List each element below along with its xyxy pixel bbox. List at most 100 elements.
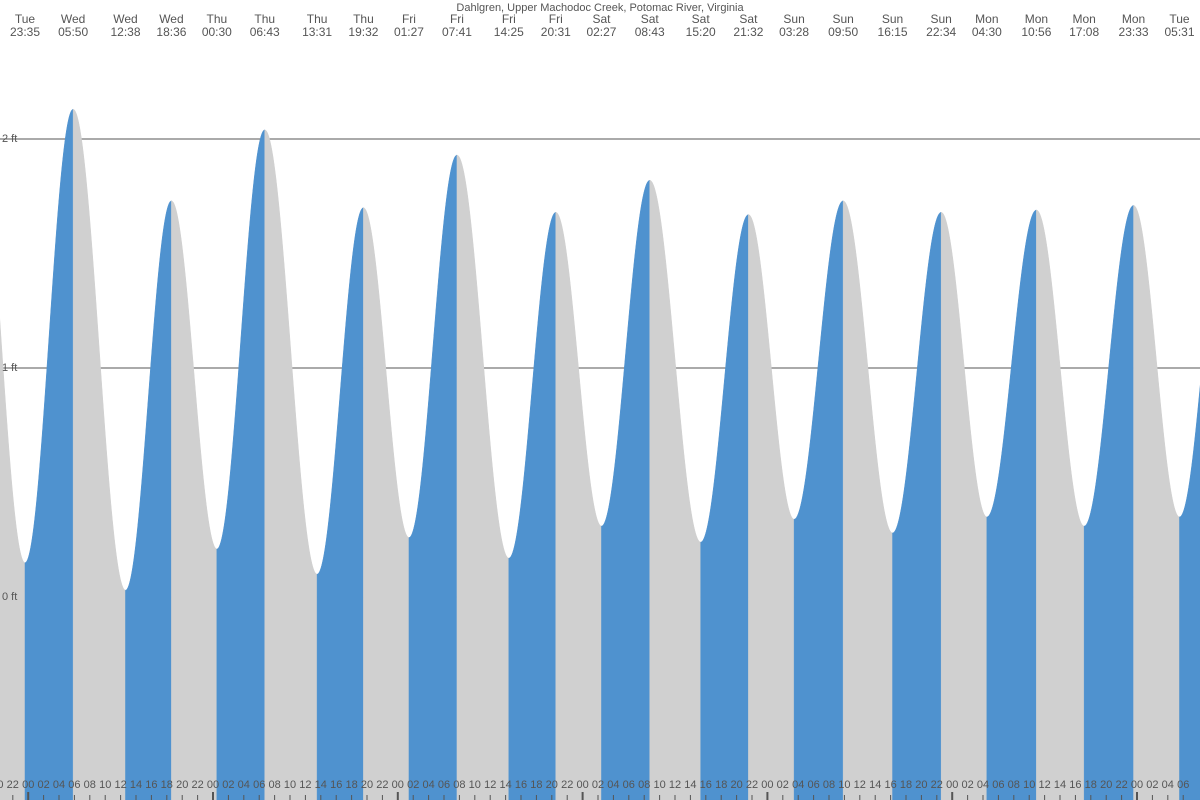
- x-tick-label: 12: [669, 779, 681, 791]
- x-tick-label: 00: [22, 779, 34, 791]
- x-tick-label: 16: [515, 779, 527, 791]
- x-tick-label: 02: [592, 779, 604, 791]
- event-time: 05:50: [58, 25, 88, 39]
- tide-area: [986, 209, 1037, 800]
- event-time: 20:31: [541, 25, 571, 39]
- x-tick-label: 00: [576, 779, 588, 791]
- tide-area: [264, 129, 318, 800]
- event-day: Wed: [113, 12, 137, 26]
- x-tick-label: 20: [1100, 779, 1112, 791]
- event-time: 13:31: [302, 25, 332, 39]
- x-tick-label: 14: [315, 779, 327, 791]
- y-tick-label: 1 ft: [2, 362, 17, 374]
- x-tick-label: 18: [345, 779, 357, 791]
- x-tick-label: 20: [730, 779, 742, 791]
- x-tick-label: 12: [299, 779, 311, 791]
- tide-area: [1133, 205, 1180, 800]
- event-day: Tue: [15, 12, 36, 26]
- x-tick-label: 16: [330, 779, 342, 791]
- event-time: 00:30: [202, 25, 232, 39]
- x-tick-label: 20: [361, 779, 373, 791]
- event-day: Thu: [207, 12, 228, 26]
- event-day: Thu: [307, 12, 328, 26]
- x-tick-label: 10: [653, 779, 665, 791]
- x-tick-label: 02: [407, 779, 419, 791]
- tide-area: [456, 154, 510, 800]
- tide-area: [1179, 384, 1200, 800]
- event-day: Sat: [592, 12, 611, 26]
- tide-area: [842, 200, 893, 800]
- x-tick-label: 22: [561, 779, 573, 791]
- x-tick-label: 10: [284, 779, 296, 791]
- event-time: 02:27: [586, 25, 616, 39]
- x-tick-label: 16: [1069, 779, 1081, 791]
- x-tick-label: 18: [1085, 779, 1097, 791]
- x-tick-label: 06: [992, 779, 1004, 791]
- x-tick-label: 14: [130, 779, 142, 791]
- event-day: Sun: [832, 12, 853, 26]
- event-day: Mon: [1025, 12, 1048, 26]
- x-tick-label: 16: [700, 779, 712, 791]
- x-tick-label: 04: [422, 779, 434, 791]
- event-time: 17:08: [1069, 25, 1099, 39]
- x-tick-label: 00: [761, 779, 773, 791]
- event-time: 06:43: [250, 25, 280, 39]
- event-day: Thu: [353, 12, 374, 26]
- x-tick-label: 04: [1162, 779, 1174, 791]
- event-day: Fri: [402, 12, 416, 26]
- event-time: 05:31: [1164, 25, 1194, 39]
- x-tick-label: 22: [191, 779, 203, 791]
- x-tick-label: 06: [68, 779, 80, 791]
- event-day: Tue: [1169, 12, 1190, 26]
- event-time: 04:30: [972, 25, 1002, 39]
- tide-area: [1083, 205, 1134, 800]
- x-tick-label: 10: [99, 779, 111, 791]
- event-day: Fri: [549, 12, 563, 26]
- x-tick-label: 08: [1008, 779, 1020, 791]
- event-time: 10:56: [1021, 25, 1051, 39]
- event-day: Wed: [61, 12, 85, 26]
- tide-area: [125, 200, 172, 800]
- event-day: Mon: [1072, 12, 1095, 26]
- x-tick-label: 16: [884, 779, 896, 791]
- event-day: Sat: [641, 12, 660, 26]
- event-day: Thu: [254, 12, 275, 26]
- x-tick-label: 04: [792, 779, 804, 791]
- event-time: 16:15: [878, 25, 908, 39]
- x-tick-label: 06: [253, 779, 265, 791]
- x-tick-label: 00: [392, 779, 404, 791]
- event-time: 09:50: [828, 25, 858, 39]
- tide-area: [0, 318, 26, 800]
- x-tick-label: 10: [838, 779, 850, 791]
- event-time: 22:34: [926, 25, 956, 39]
- x-tick-label: 06: [807, 779, 819, 791]
- x-tick-label: 02: [1146, 779, 1158, 791]
- x-tick-label: 04: [238, 779, 250, 791]
- x-tick-label: 20: [0, 779, 4, 791]
- x-tick-label: 04: [607, 779, 619, 791]
- tide-area: [216, 129, 265, 800]
- x-tick-label: 10: [469, 779, 481, 791]
- tide-area: [649, 179, 701, 800]
- tide-area: [555, 211, 602, 800]
- tide-area: [700, 214, 749, 800]
- tide-area: [601, 179, 650, 800]
- event-time: 12:38: [110, 25, 140, 39]
- x-tick-label: 18: [900, 779, 912, 791]
- x-tick-label: 18: [161, 779, 173, 791]
- x-tick-label: 00: [946, 779, 958, 791]
- tide-area: [793, 200, 844, 800]
- chart-title: Dahlgren, Upper Machodoc Creek, Potomac …: [456, 2, 744, 14]
- x-tick-label: 02: [961, 779, 973, 791]
- x-tick-label: 22: [376, 779, 388, 791]
- event-time: 07:41: [442, 25, 472, 39]
- x-tick-label: 22: [931, 779, 943, 791]
- tide-area: [72, 108, 126, 800]
- event-day: Sat: [739, 12, 758, 26]
- x-tick-label: 10: [1023, 779, 1035, 791]
- event-time: 23:35: [10, 25, 40, 39]
- x-tick-label: 02: [222, 779, 234, 791]
- tide-area: [508, 211, 557, 800]
